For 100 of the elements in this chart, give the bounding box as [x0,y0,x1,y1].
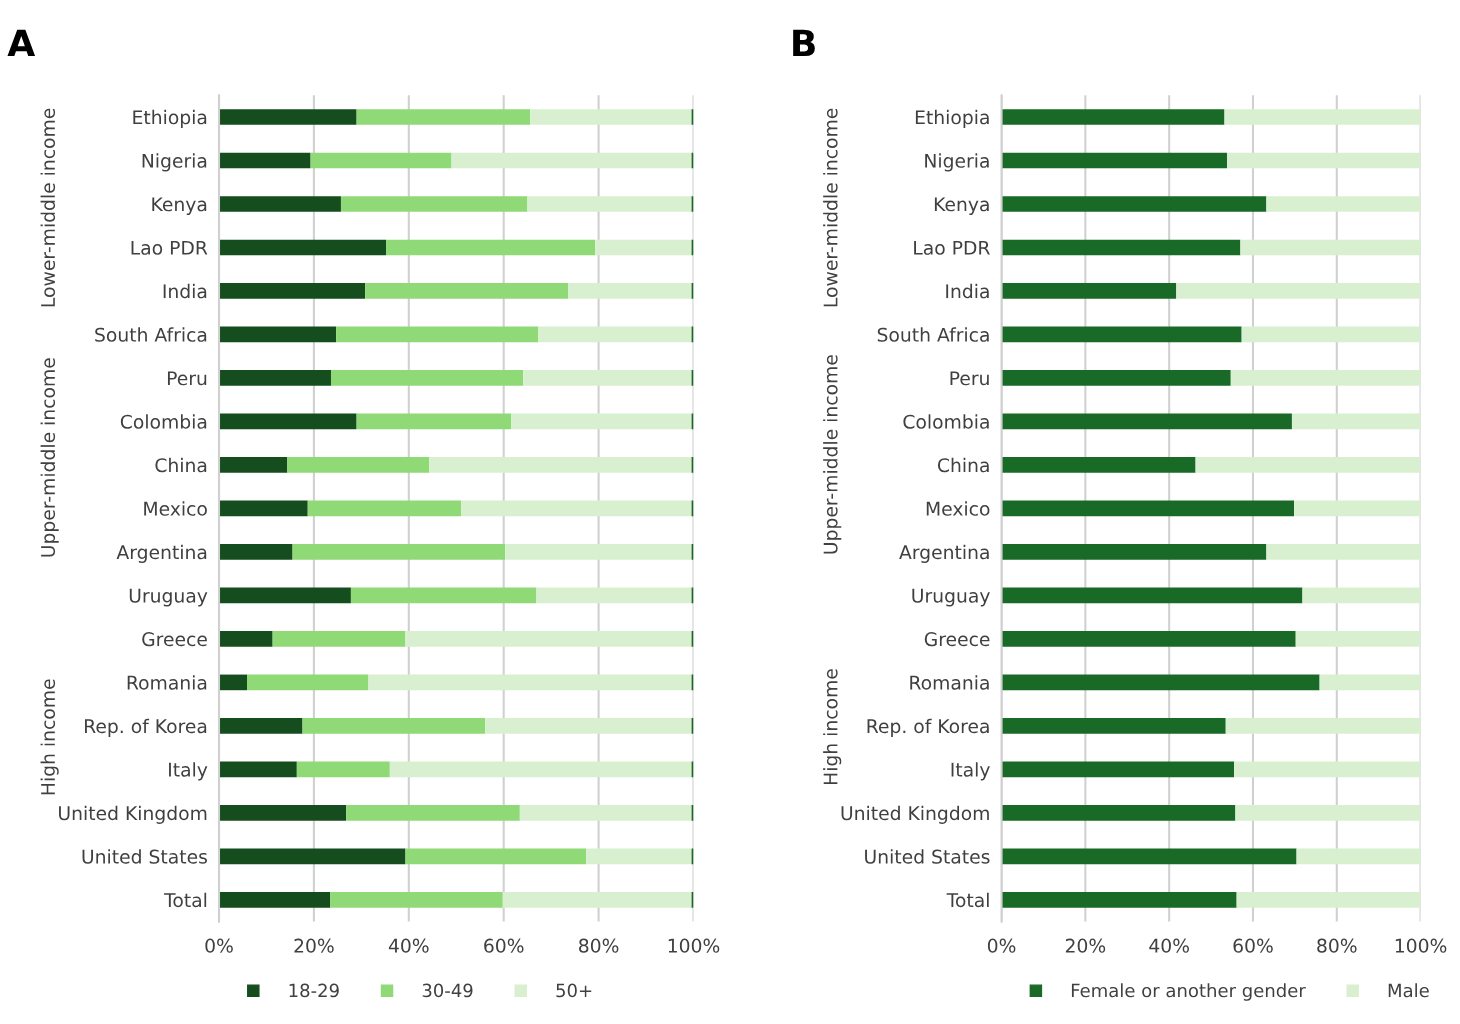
bar [219,848,406,865]
bar [1001,761,1235,778]
bar [1234,761,1421,778]
bar [219,587,351,604]
legend-label: 50+ [556,983,592,998]
x-tick-label: 80% [1317,938,1357,953]
bar [219,239,387,256]
y-tick-label: South Africa [95,327,207,342]
bar [219,892,331,908]
x-tick-label: 100% [1395,938,1447,953]
bar [307,500,461,517]
y-tick-label: Nigeria [142,153,207,172]
bar [568,283,692,299]
y-tick-label: South Africa [877,327,989,342]
bar [219,413,357,430]
y-tick-label: Uruguay [912,588,990,607]
bar [1001,892,1237,908]
y-tick-label: India [163,283,207,299]
text: Lower-middle income [823,108,838,307]
y-tick-label: Peru [950,371,989,386]
y-tick-label: Total [946,892,989,908]
y-tick-label: Rep. of Korea [85,718,207,737]
bar [1195,457,1421,473]
x-tick-label: 60% [484,938,524,953]
legend-label: 18-29 [289,983,339,998]
bar [1224,109,1421,125]
bar [1001,326,1242,343]
bar [1266,544,1421,560]
text: High income [823,669,842,785]
bar [219,457,288,473]
y-tick-label: Argentina [899,544,989,563]
bar [1001,196,1267,212]
text: Upper-middle income [40,358,59,557]
y-tick-label: Peru [167,371,207,386]
bar [1001,805,1236,821]
bar [1302,587,1421,604]
bar [536,587,692,604]
bar [461,500,692,517]
bar [310,152,452,169]
bar [1001,500,1295,517]
x-tick-label: 20% [294,938,334,953]
y-tick-label: Lao PDR [131,240,208,255]
y-tick-label: Lao PDR [914,240,990,255]
y-tick-label: Greece [924,632,990,647]
y-tick-label: Colombia [120,414,207,429]
bar [1001,283,1177,299]
text: High income [40,679,59,795]
y-tick-label: Colombia [903,414,989,429]
bar [302,718,486,734]
y-tick-label: Italy [169,762,208,781]
bar [1266,196,1421,212]
x-tick-label: 60% [1233,938,1273,953]
y-tick-label: China [155,457,207,473]
bar [272,631,405,647]
x-tick-label: 100% [668,938,720,953]
bar [1001,631,1296,647]
bar [1236,892,1421,908]
chart-title: B [793,29,815,57]
bar [519,805,692,821]
bar [1001,848,1297,865]
y-tick-label: Ethiopia [133,109,207,128]
bar [1319,674,1421,691]
bar [389,761,692,778]
bar [1001,457,1196,473]
bar [1001,544,1267,560]
y-tick-label: United States [82,849,207,864]
bar [1001,718,1226,734]
x-tick-label: 80% [579,938,619,953]
y-tick-label: Uruguay [129,588,208,607]
bar [219,718,303,734]
y-tick-label: Ethiopia [915,109,989,128]
bar [1296,848,1421,865]
bar [219,631,273,647]
bar [287,457,430,473]
bar [219,196,341,212]
bar [336,326,539,343]
bar [1001,109,1225,125]
chart-title: A [7,29,36,57]
x-tick-label: 0% [987,938,1016,953]
y-tick-label: India [946,283,989,299]
y-tick-label: Kenya [934,197,989,215]
x-tick-label: 40% [1149,938,1189,953]
bar [586,848,692,865]
bar [1001,587,1303,604]
bar [219,761,297,778]
legend-label: Female or another gender [1071,983,1306,1001]
bar [386,239,596,256]
bar [296,761,390,778]
bar [356,413,512,430]
bar [405,631,692,647]
bar [451,152,692,169]
bar [1294,500,1421,517]
bar [1295,631,1421,647]
bar [219,544,293,560]
bar [1291,413,1421,430]
bar [1001,370,1231,386]
y-tick-label: Total [164,892,207,908]
bar [1176,283,1421,299]
y-tick-label: Mexico [926,501,990,516]
bar [511,413,692,430]
